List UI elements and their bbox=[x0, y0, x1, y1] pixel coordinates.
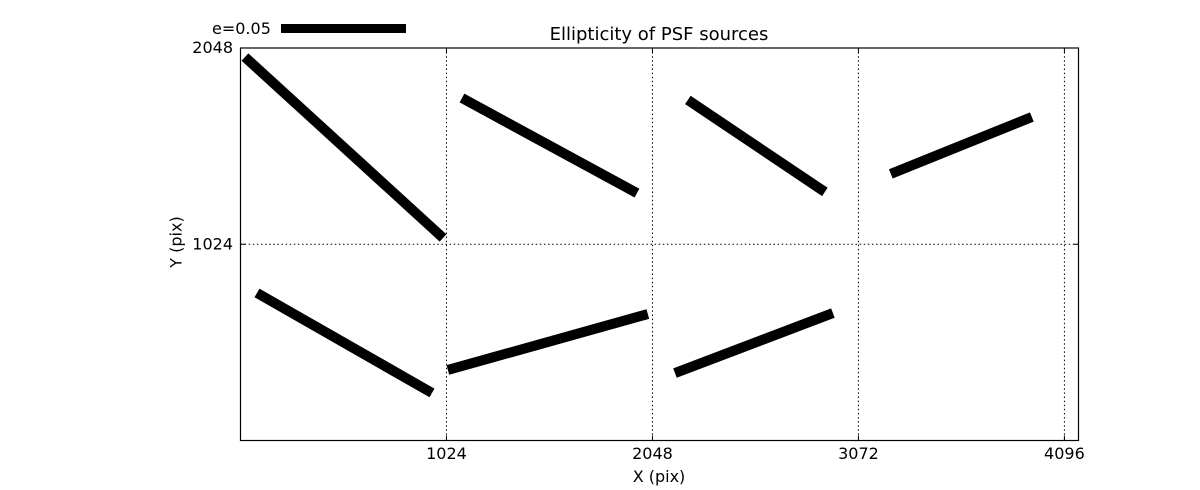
x-tick-label: 4096 bbox=[1044, 444, 1085, 463]
ellipticity-segment bbox=[685, 95, 828, 197]
chart-title: Ellipticity of PSF sources bbox=[549, 24, 769, 45]
ellipticity-segment bbox=[673, 308, 835, 378]
legend-label: e=0.05 bbox=[212, 18, 271, 38]
ellipticity-segment bbox=[459, 93, 640, 198]
x-tick-label: 2048 bbox=[632, 444, 673, 463]
legend: e=0.05 bbox=[212, 18, 406, 38]
ellipticity-segment bbox=[241, 53, 447, 242]
ellipticity-segment bbox=[446, 309, 650, 375]
x-tick-label: 1024 bbox=[426, 444, 467, 463]
x-axis-label: X (pix) bbox=[632, 467, 686, 486]
y-tick-label: 2048 bbox=[192, 38, 233, 57]
ellipticity-segment bbox=[254, 288, 435, 398]
x-tick-label: 3072 bbox=[838, 444, 879, 463]
y-tick-label: 1024 bbox=[192, 234, 233, 253]
legend-line-sample bbox=[280, 23, 406, 33]
ellipticity-segment bbox=[888, 112, 1034, 179]
axes-frame bbox=[239, 47, 1080, 442]
